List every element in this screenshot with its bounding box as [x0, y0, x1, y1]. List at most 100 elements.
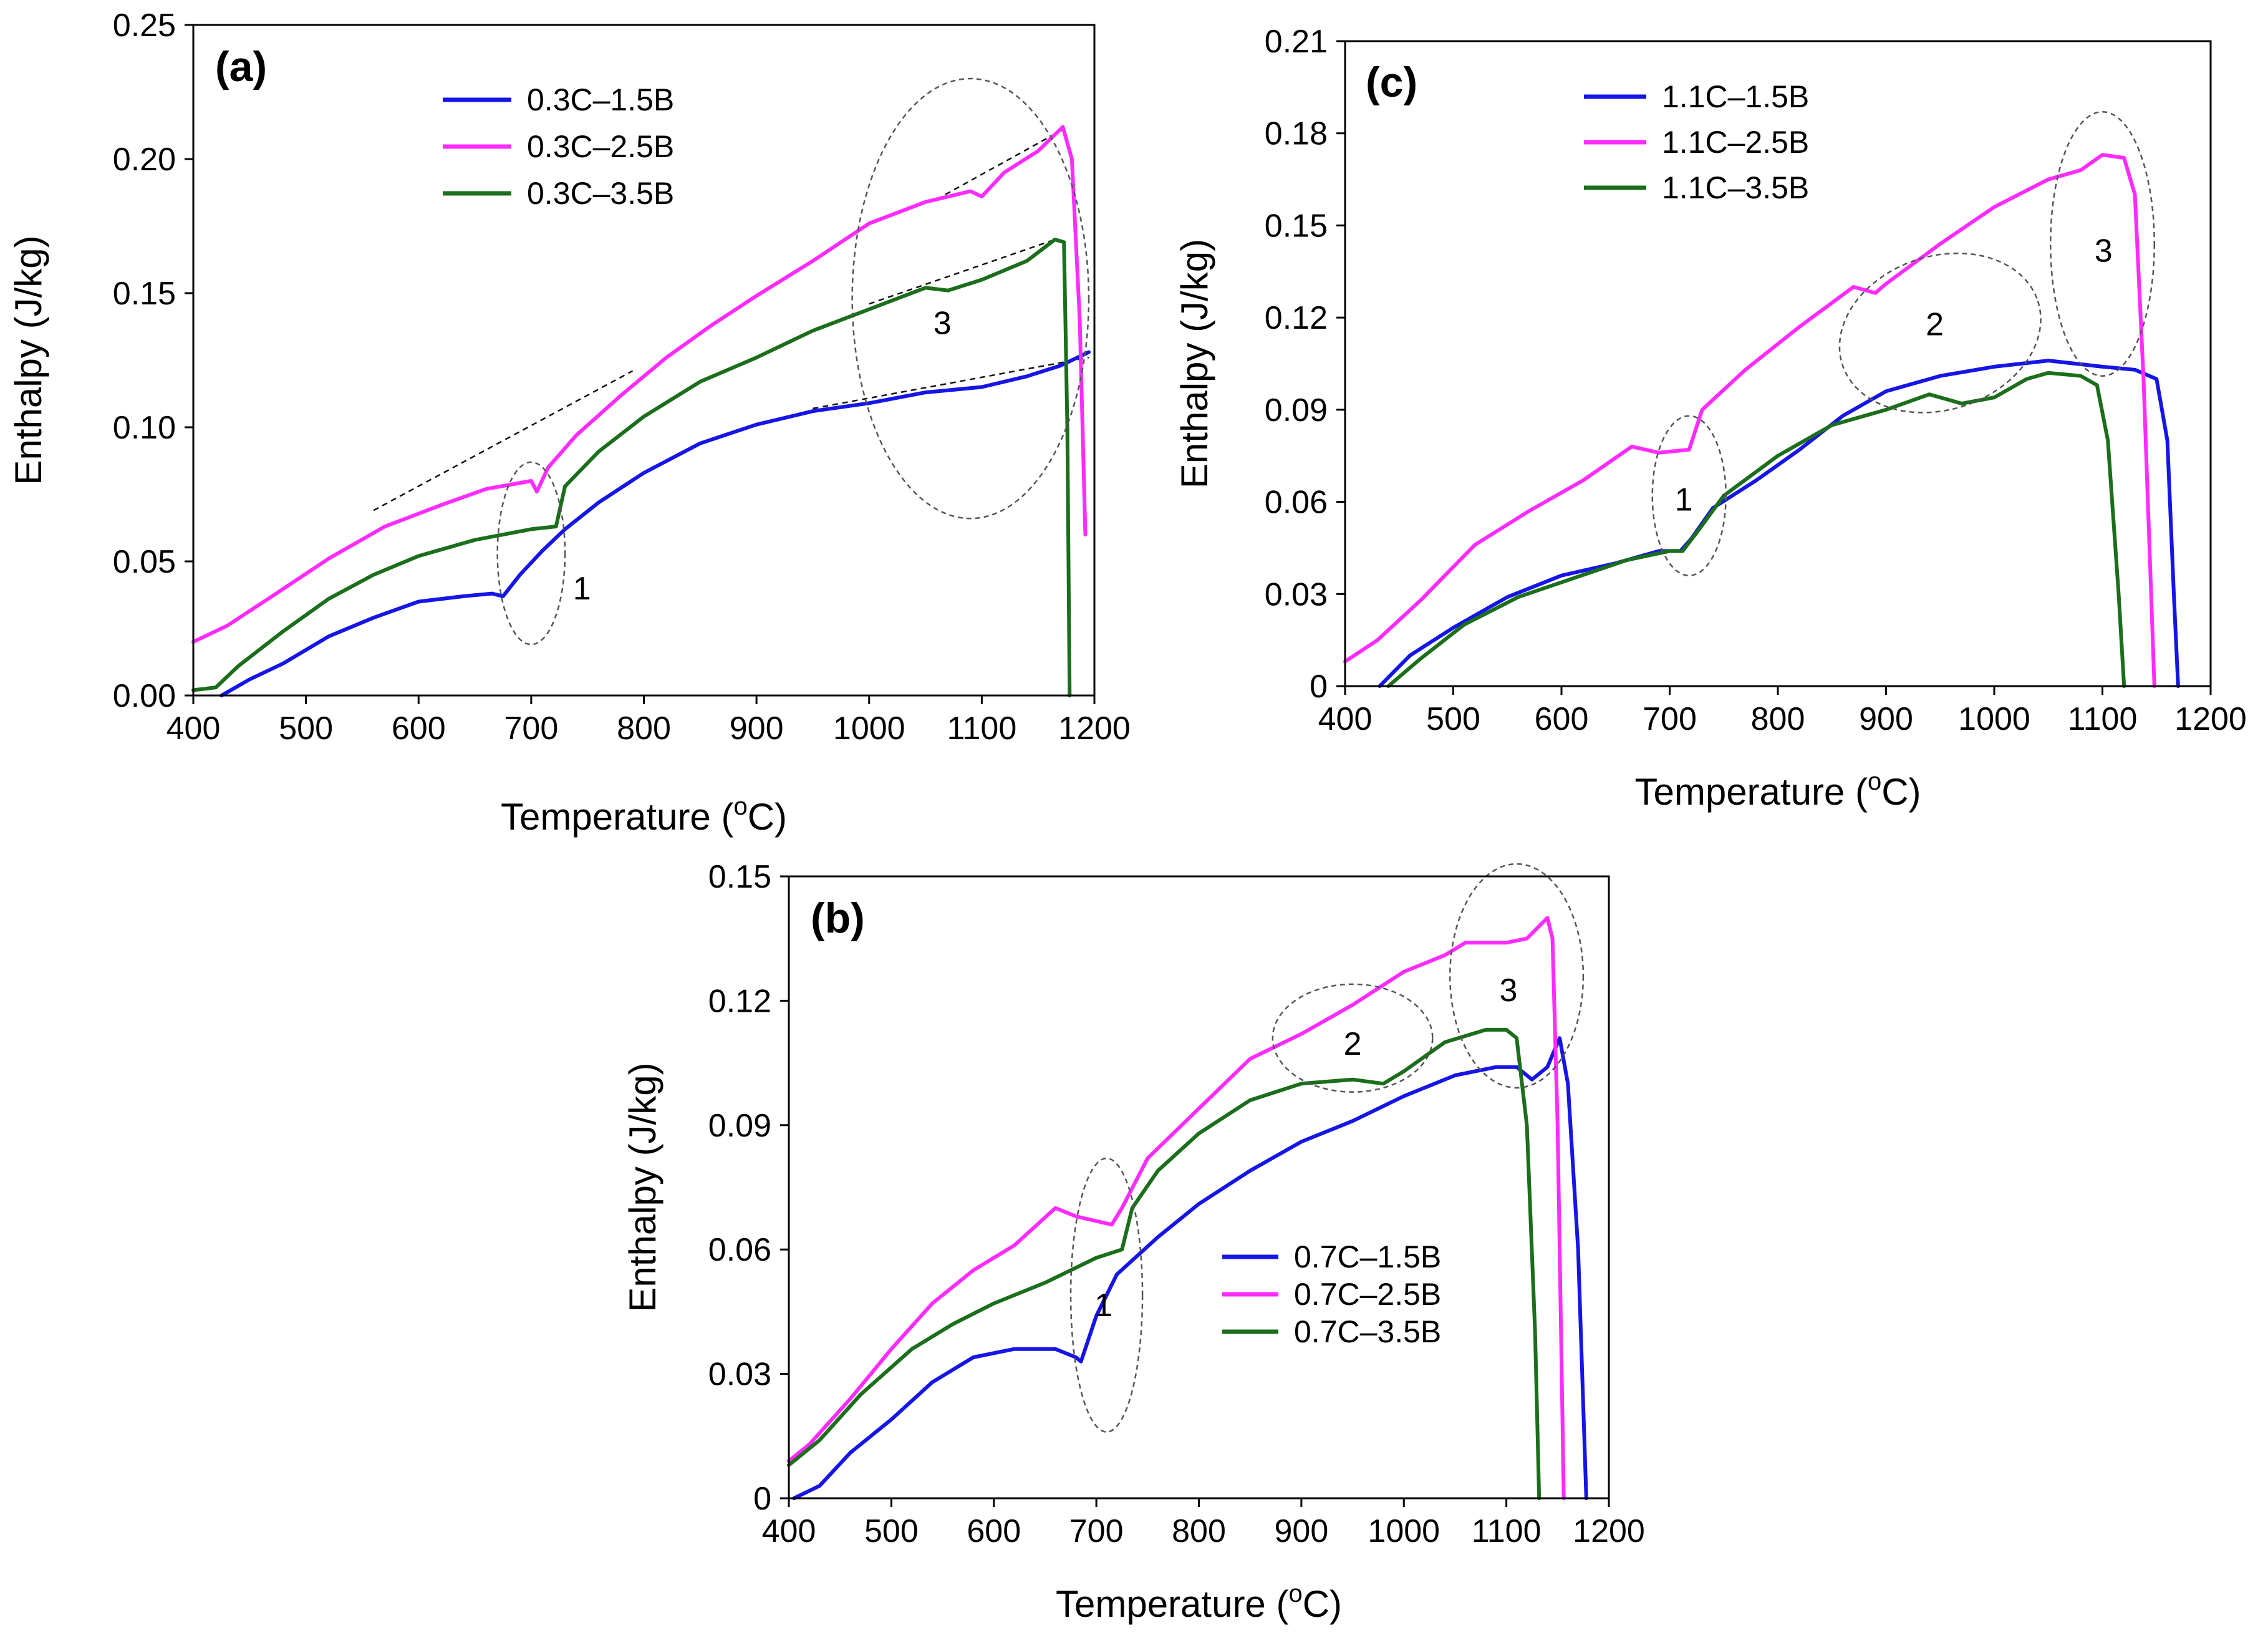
series-line-green — [191, 238, 1072, 697]
annotation-label-1: 1 — [573, 571, 591, 607]
y-tick-label: 0.25 — [113, 7, 176, 44]
x-tick-label: 400 — [1318, 701, 1373, 737]
x-tick-label: 1200 — [1058, 710, 1131, 747]
x-tick-label: 1100 — [2068, 701, 2138, 737]
y-tick-label: 0.12 — [708, 983, 771, 1019]
legend-label: 0.7C–1.5B — [1294, 1239, 1441, 1274]
x-tick-label: 900 — [1859, 701, 1913, 737]
legend-label: 0.7C–2.5B — [1294, 1277, 1441, 1312]
y-tick-label: 0.09 — [708, 1108, 771, 1144]
y-tick-label: 0.15 — [1265, 208, 1328, 244]
x-axis-label-degree: o — [1288, 1580, 1302, 1607]
x-tick-label: 900 — [730, 710, 784, 747]
y-tick-label: 0.03 — [1265, 576, 1328, 613]
annotation-label-3: 3 — [1499, 972, 1517, 1009]
legend-label: 1.1C–3.5B — [1662, 170, 1809, 205]
x-tick-label: 400 — [166, 710, 221, 747]
series-line-green — [787, 1027, 1542, 1500]
plot-frame — [788, 875, 1610, 1500]
x-axis-label-unit: C) — [748, 796, 787, 838]
x-tick-label: 1000 — [1368, 1513, 1440, 1549]
y-tick-label: 0.06 — [1265, 485, 1328, 521]
guide-line-1 — [813, 356, 1089, 410]
legend-label: 1.1C–2.5B — [1662, 125, 1809, 160]
x-tick-label: 1000 — [1958, 701, 2030, 737]
y-axis-label: Enthalpy (J/kg) — [7, 235, 49, 485]
annotation-label-2: 2 — [1926, 307, 1944, 343]
series-line-magenta — [787, 916, 1566, 1500]
annotation-ellipse-3 — [851, 77, 1090, 520]
guide-line-3 — [936, 128, 1064, 200]
panel-label: (c) — [1366, 59, 1417, 106]
x-tick-label: 400 — [762, 1513, 816, 1549]
x-tick-label: 1100 — [1472, 1513, 1542, 1549]
annotation-ellipse-1 — [1651, 415, 1727, 576]
series-line-blue — [792, 1036, 1588, 1500]
annotation-label-3: 3 — [934, 305, 952, 341]
series-line-green — [1386, 371, 2126, 688]
series-line-magenta — [191, 125, 1088, 644]
x-tick-label: 700 — [504, 710, 558, 747]
x-axis-label-degree: o — [733, 793, 747, 820]
x-tick-label: 1200 — [2174, 701, 2247, 737]
y-tick-label: 0.06 — [708, 1232, 771, 1268]
x-tick-label: 1200 — [1573, 1513, 1645, 1549]
y-tick-label: 0.18 — [1265, 116, 1328, 152]
annotation-label-1: 1 — [1675, 482, 1693, 518]
panel-label: (b) — [811, 894, 865, 942]
legend-label: 1.1C–1.5B — [1662, 79, 1809, 114]
y-tick-label: 0.03 — [708, 1357, 771, 1393]
x-axis-label-unit: C) — [1881, 771, 1921, 813]
annotation-label-2: 2 — [1344, 1026, 1362, 1062]
annotation-label-1: 1 — [1094, 1287, 1112, 1324]
x-axis-label-main: Temperature ( — [1056, 1583, 1288, 1625]
annotation-ellipse-3 — [1449, 863, 1585, 1089]
y-tick-label: 0.10 — [113, 410, 176, 446]
annotation-label-3: 3 — [2095, 233, 2113, 269]
x-tick-label: 800 — [1172, 1513, 1226, 1549]
panel-c: 1 2 3 400 500 600 700 800 900 1000 1100 1200 0 0.03 0.… — [1174, 24, 2247, 813]
y-tick-label: 0.20 — [113, 142, 176, 178]
panel-a: 1 3 400 500 600 700 800 900 1000 1100 1200 0.00 0.05… — [7, 7, 1131, 838]
x-tick-label: 600 — [1535, 701, 1589, 737]
x-tick-label: 800 — [617, 710, 671, 747]
x-axis-label-degree: o — [1868, 768, 1881, 795]
series-line-blue — [1378, 359, 2180, 688]
legend-label: 0.3C–2.5B — [527, 129, 674, 164]
y-axis-label: Enthalpy (J/kg) — [1174, 239, 1215, 488]
y-tick-label: 0.09 — [1265, 392, 1328, 429]
legend-label: 0.3C–1.5B — [527, 82, 674, 117]
x-tick-label: 500 — [279, 710, 333, 747]
x-tick-label: 1000 — [833, 710, 905, 747]
legend-label: 0.7C–3.5B — [1294, 1314, 1441, 1349]
panel-label: (a) — [215, 43, 267, 90]
x-tick-label: 700 — [1643, 701, 1697, 737]
x-axis-label-main: Temperature ( — [501, 796, 733, 838]
y-tick-label: 0.05 — [113, 544, 176, 580]
y-axis-label: Enthalpy (J/kg) — [622, 1062, 664, 1312]
series-line-magenta — [1343, 153, 2156, 688]
annotation-ellipse-1 — [496, 461, 566, 646]
panel-b: 1 2 3 400 500 600 700 800 900 1000 1100 1200 0 0.03 0.… — [622, 859, 1645, 1625]
guide-line-2 — [869, 238, 1056, 305]
annotation-ellipse-3 — [2049, 110, 2156, 377]
y-tick-label: 0.15 — [113, 276, 176, 312]
y-tick-label: 0.15 — [708, 859, 771, 895]
legend-label: 0.3C–3.5B — [527, 176, 674, 211]
series-line-blue — [220, 350, 1091, 697]
y-tick-label: 0 — [1310, 669, 1328, 705]
x-tick-label: 1100 — [947, 710, 1016, 747]
x-tick-label: 600 — [967, 1513, 1021, 1549]
y-tick-label: 0.21 — [1265, 24, 1328, 60]
x-axis-label: Temperature (oC) — [1634, 768, 1921, 813]
y-tick-label: 0.12 — [1265, 300, 1328, 336]
x-axis-label: Temperature (oC) — [1056, 1580, 1342, 1625]
x-tick-label: 500 — [864, 1513, 919, 1549]
x-axis-label-unit: C) — [1303, 1583, 1342, 1625]
x-tick-label: 900 — [1274, 1513, 1328, 1549]
x-axis-label-main: Temperature ( — [1634, 771, 1867, 813]
x-axis-label: Temperature (oC) — [501, 793, 787, 838]
x-tick-label: 700 — [1069, 1513, 1124, 1549]
annotation-ellipse-2 — [1272, 983, 1434, 1093]
